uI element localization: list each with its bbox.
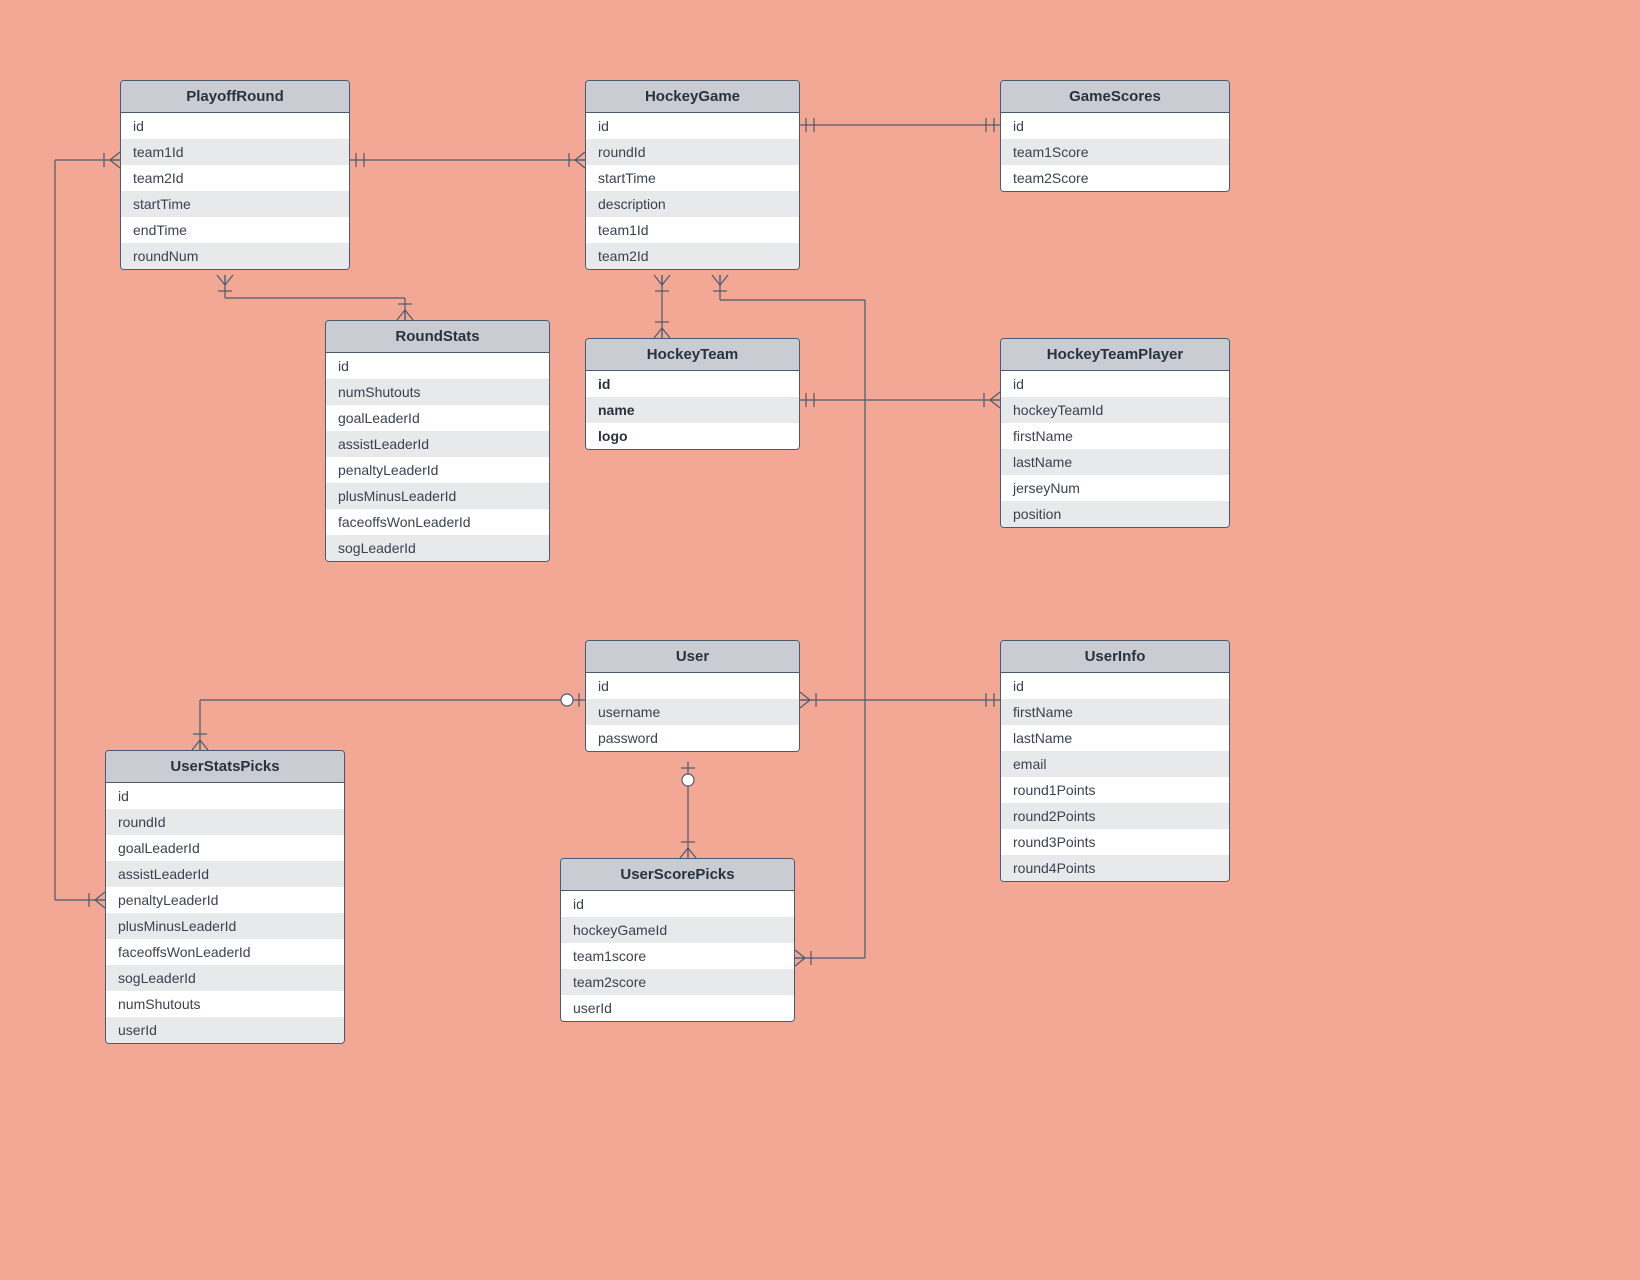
entity-field: round1Points <box>1001 777 1229 803</box>
entity-field: plusMinusLeaderId <box>106 913 344 939</box>
entity-field: roundNum <box>121 243 349 269</box>
entity-field: team2score <box>561 969 794 995</box>
entity-field: assistLeaderId <box>326 431 549 457</box>
entity-userScorePicks: UserScorePicksidhockeyGameIdteam1scorete… <box>560 858 795 1022</box>
entity-userStatsPicks: UserStatsPicksidroundIdgoalLeaderIdassis… <box>105 750 345 1044</box>
entity-field: startTime <box>586 165 799 191</box>
entity-field: penaltyLeaderId <box>326 457 549 483</box>
entity-field: id <box>586 673 799 699</box>
entity-title: PlayoffRound <box>121 81 349 113</box>
entity-field: description <box>586 191 799 217</box>
entity-body: idhockeyGameIdteam1scoreteam2scoreuserId <box>561 891 794 1021</box>
entity-field: position <box>1001 501 1229 527</box>
entity-user: Useridusernamepassword <box>585 640 800 752</box>
entity-field: jerseyNum <box>1001 475 1229 501</box>
entity-field: id <box>106 783 344 809</box>
entity-field: team2Score <box>1001 165 1229 191</box>
entity-field: assistLeaderId <box>106 861 344 887</box>
entity-field: startTime <box>121 191 349 217</box>
entity-field: id <box>121 113 349 139</box>
entity-field: roundId <box>586 139 799 165</box>
entity-field: sogLeaderId <box>106 965 344 991</box>
entity-title: HockeyTeamPlayer <box>1001 339 1229 371</box>
entity-field: team1score <box>561 943 794 969</box>
entity-field: lastName <box>1001 725 1229 751</box>
entity-title: UserStatsPicks <box>106 751 344 783</box>
entity-field: team1Id <box>121 139 349 165</box>
entity-body: idteam1Idteam2IdstartTimeendTimeroundNum <box>121 113 349 269</box>
entity-field: firstName <box>1001 699 1229 725</box>
entity-roundStats: RoundStatsidnumShutoutsgoalLeaderIdassis… <box>325 320 550 562</box>
entity-field: hockeyGameId <box>561 917 794 943</box>
entity-field: penaltyLeaderId <box>106 887 344 913</box>
entity-body: idhockeyTeamIdfirstNamelastNamejerseyNum… <box>1001 371 1229 527</box>
entity-gameScores: GameScoresidteam1Scoreteam2Score <box>1000 80 1230 192</box>
entity-body: idnumShutoutsgoalLeaderIdassistLeaderIdp… <box>326 353 549 561</box>
entity-field: id <box>1001 371 1229 397</box>
entity-field: id <box>1001 113 1229 139</box>
entity-field: logo <box>586 423 799 449</box>
entity-title: HockeyTeam <box>586 339 799 371</box>
entity-field: roundId <box>106 809 344 835</box>
entity-field: team2Id <box>121 165 349 191</box>
entity-field: round2Points <box>1001 803 1229 829</box>
entity-body: idteam1Scoreteam2Score <box>1001 113 1229 191</box>
entity-field: email <box>1001 751 1229 777</box>
entity-hockeyGame: HockeyGameidroundIdstartTimedescriptiont… <box>585 80 800 270</box>
entity-field: numShutouts <box>326 379 549 405</box>
entity-title: RoundStats <box>326 321 549 353</box>
entity-field: id <box>326 353 549 379</box>
entity-field: plusMinusLeaderId <box>326 483 549 509</box>
entity-field: userId <box>106 1017 344 1043</box>
entity-field: team1Score <box>1001 139 1229 165</box>
entity-field: hockeyTeamId <box>1001 397 1229 423</box>
entity-field: team1Id <box>586 217 799 243</box>
entity-field: id <box>1001 673 1229 699</box>
entity-title: UserInfo <box>1001 641 1229 673</box>
entity-field: password <box>586 725 799 751</box>
entity-field: id <box>586 113 799 139</box>
entity-playoffRound: PlayoffRoundidteam1Idteam2IdstartTimeend… <box>120 80 350 270</box>
entity-field: faceoffsWonLeaderId <box>106 939 344 965</box>
entity-field: endTime <box>121 217 349 243</box>
entity-body: idnamelogo <box>586 371 799 449</box>
entity-field: team2Id <box>586 243 799 269</box>
er-diagram-canvas: PlayoffRoundidteam1Idteam2IdstartTimeend… <box>0 0 1640 1280</box>
entity-hockeyTeam: HockeyTeamidnamelogo <box>585 338 800 450</box>
entity-field: username <box>586 699 799 725</box>
entity-title: GameScores <box>1001 81 1229 113</box>
entity-title: HockeyGame <box>586 81 799 113</box>
entity-field: goalLeaderId <box>106 835 344 861</box>
entity-field: firstName <box>1001 423 1229 449</box>
entity-title: UserScorePicks <box>561 859 794 891</box>
entity-field: name <box>586 397 799 423</box>
entity-field: round3Points <box>1001 829 1229 855</box>
entity-body: idroundIdgoalLeaderIdassistLeaderIdpenal… <box>106 783 344 1043</box>
entity-field: sogLeaderId <box>326 535 549 561</box>
entity-title: User <box>586 641 799 673</box>
entity-field: faceoffsWonLeaderId <box>326 509 549 535</box>
entity-field: userId <box>561 995 794 1021</box>
entity-field: goalLeaderId <box>326 405 549 431</box>
entity-field: id <box>586 371 799 397</box>
entity-field: id <box>561 891 794 917</box>
entity-field: lastName <box>1001 449 1229 475</box>
entity-userInfo: UserInfoidfirstNamelastNameemailround1Po… <box>1000 640 1230 882</box>
entity-field: numShutouts <box>106 991 344 1017</box>
entity-hockeyTeamPlayer: HockeyTeamPlayeridhockeyTeamIdfirstNamel… <box>1000 338 1230 528</box>
entity-body: idroundIdstartTimedescriptionteam1Idteam… <box>586 113 799 269</box>
entity-body: idusernamepassword <box>586 673 799 751</box>
entity-body: idfirstNamelastNameemailround1Pointsroun… <box>1001 673 1229 881</box>
entity-field: round4Points <box>1001 855 1229 881</box>
